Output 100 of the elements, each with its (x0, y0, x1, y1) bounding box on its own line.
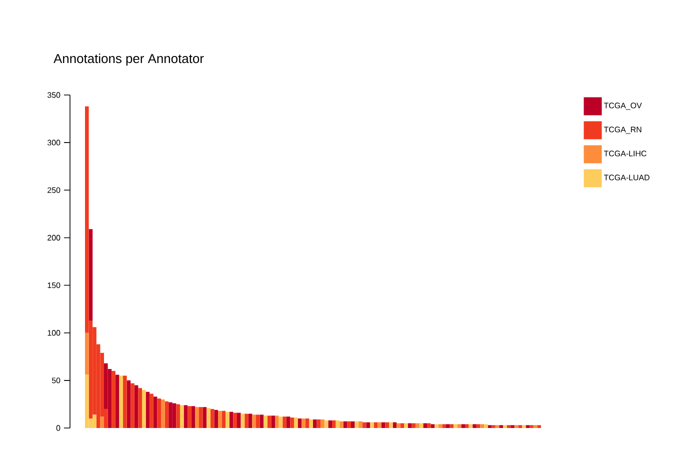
bar (499, 425, 504, 428)
bar (484, 424, 488, 428)
bar (396, 423, 400, 428)
bar (404, 423, 408, 428)
bar (278, 416, 283, 428)
bar (92, 414, 96, 428)
bar (229, 412, 234, 428)
bar (88, 229, 93, 320)
bar (506, 425, 511, 428)
bar (302, 418, 306, 428)
bar (313, 419, 317, 428)
bar (305, 418, 310, 428)
bar (514, 425, 518, 428)
bar (226, 412, 230, 428)
bar (351, 421, 355, 428)
bar (465, 424, 469, 428)
bar (142, 390, 146, 428)
bar (446, 424, 450, 428)
bar (430, 424, 435, 428)
bar (309, 419, 314, 428)
bar (126, 380, 131, 428)
bar (468, 424, 473, 428)
bar (164, 401, 169, 428)
bar (233, 412, 238, 428)
bar (248, 414, 252, 428)
bar (472, 424, 476, 428)
bar (150, 394, 154, 428)
bar (336, 420, 340, 428)
bar (442, 424, 446, 428)
bar (130, 383, 134, 428)
bar (100, 416, 104, 428)
bar (526, 425, 530, 428)
bar (533, 425, 538, 428)
bar (256, 414, 260, 428)
bar (332, 420, 336, 428)
bar (134, 385, 138, 428)
bar (184, 405, 188, 428)
bar (244, 414, 248, 428)
bar (480, 424, 484, 428)
bar (138, 388, 142, 428)
bar (191, 406, 196, 428)
bar (389, 422, 393, 428)
bar (492, 425, 496, 428)
bar (153, 396, 158, 428)
bar (218, 410, 222, 428)
bar (503, 425, 507, 428)
bar (438, 424, 442, 428)
bar (176, 404, 180, 428)
bar (385, 422, 390, 428)
bar (252, 414, 256, 428)
bar (358, 421, 362, 428)
bar (237, 412, 241, 428)
bar (495, 425, 500, 428)
bar (454, 424, 458, 428)
bar (423, 423, 428, 428)
bar (157, 398, 162, 428)
bar (461, 424, 466, 428)
bar (222, 410, 226, 428)
bar (85, 332, 89, 375)
bar (210, 408, 214, 428)
bar (119, 376, 123, 428)
bar (412, 423, 416, 428)
bar (328, 420, 332, 428)
bar (408, 423, 412, 428)
bar (370, 422, 374, 428)
bar (419, 423, 424, 428)
bar (488, 425, 492, 428)
bar (195, 407, 200, 428)
bar (537, 425, 542, 428)
bar (115, 374, 120, 428)
bar (206, 408, 210, 428)
bar (510, 425, 514, 428)
bar (530, 425, 534, 428)
bar (347, 421, 352, 428)
bar (416, 423, 420, 428)
bar (199, 407, 203, 428)
bar (476, 424, 480, 428)
bar (294, 418, 298, 428)
bar (518, 425, 522, 428)
bar (427, 423, 431, 428)
bar (457, 424, 462, 428)
bar (522, 425, 526, 428)
bar (282, 416, 286, 428)
bar (286, 416, 290, 428)
bar (450, 424, 454, 428)
bar (378, 422, 382, 428)
bar (290, 418, 294, 428)
bar (275, 416, 279, 428)
bar (214, 410, 218, 428)
bar (400, 423, 404, 428)
bar (320, 419, 324, 428)
bar (123, 376, 127, 428)
bar (85, 374, 89, 428)
bar (267, 416, 272, 428)
chart-title: Annotations per Annotator (54, 54, 204, 66)
bar (168, 402, 172, 428)
bar (146, 392, 150, 428)
bar (354, 421, 359, 428)
bar (172, 403, 176, 428)
bar (340, 421, 344, 428)
